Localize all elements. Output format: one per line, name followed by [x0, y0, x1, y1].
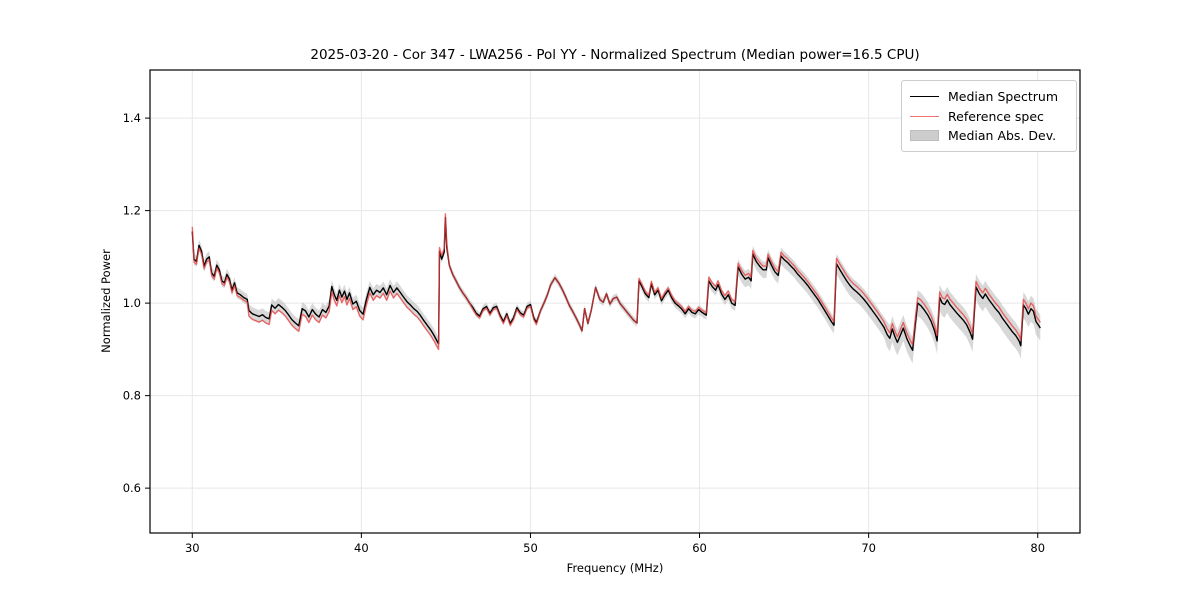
legend-label-median: Median Spectrum — [948, 89, 1059, 104]
y-tick-label: 1.2 — [123, 204, 141, 218]
x-tick-label: 70 — [861, 541, 876, 555]
x-tick-label: 30 — [185, 541, 200, 555]
x-tick-label: 80 — [1030, 541, 1045, 555]
reference-line-sample — [910, 115, 939, 117]
x-tick-label: 40 — [354, 541, 369, 555]
reference-line — [191, 213, 1041, 351]
legend-entry-median: Median Spectrum — [910, 88, 1076, 106]
legend-label-reference: Reference spec — [948, 108, 1044, 124]
mad-patch-sample — [910, 130, 939, 141]
median-line — [191, 216, 1041, 351]
legend-entry-reference: Reference spec — [910, 107, 1076, 125]
median-line-sample — [910, 96, 939, 97]
y-tick-label: 0.8 — [123, 389, 141, 403]
plot-border — [149, 69, 1081, 534]
y-tick-label: 1.4 — [123, 111, 141, 125]
legend-label-mad: Median Abs. Dev. — [948, 128, 1057, 143]
x-axis-label: Frequency (MHz) — [566, 561, 664, 575]
y-axis-label: Normalized Power — [99, 249, 113, 353]
y-tick-label: 1.0 — [123, 296, 141, 310]
x-tick-label: 60 — [692, 541, 707, 555]
legend: Median Spectrum Reference spec Median Ab… — [901, 80, 1077, 152]
y-tick-label: 0.6 — [123, 481, 141, 495]
chart-title: 2025-03-20 - Cor 347 - LWA256 - Pol YY -… — [310, 47, 920, 63]
legend-entry-mad: Median Abs. Dev. — [910, 127, 1076, 145]
x-tick-label: 50 — [523, 541, 538, 555]
